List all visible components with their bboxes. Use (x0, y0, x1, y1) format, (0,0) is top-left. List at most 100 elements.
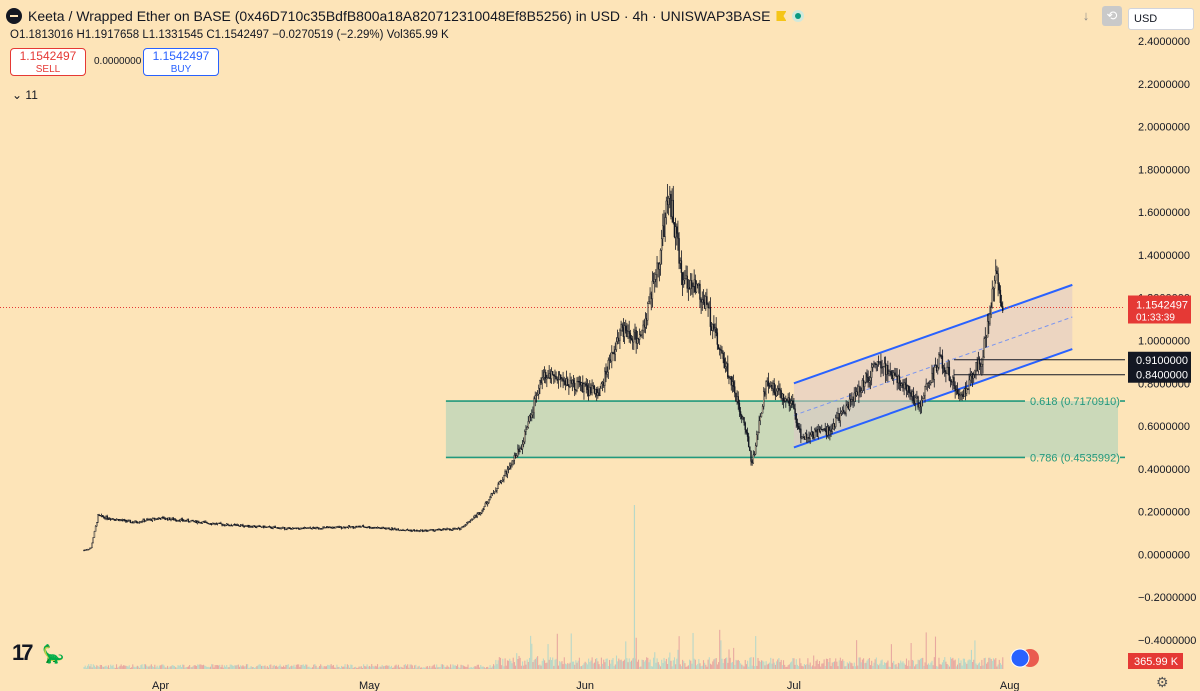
volume-bar (426, 666, 428, 669)
candle-body (447, 528, 449, 530)
buy-button[interactable]: 1.1542497 BUY (143, 48, 219, 76)
currency-select[interactable]: USD (1128, 8, 1194, 30)
volume-bar (912, 660, 914, 669)
volume-bar (534, 658, 536, 669)
token-logo-icon (6, 8, 22, 24)
candle-body (721, 350, 723, 354)
sell-button[interactable]: 1.1542497 SELL (10, 48, 86, 76)
tradingview-logo-icon[interactable]: 17 (12, 640, 34, 665)
candle-body (163, 517, 165, 520)
candle-body (539, 380, 541, 389)
candle-body (194, 520, 197, 522)
volume-bar (961, 665, 963, 669)
candle-body (836, 417, 838, 419)
candle-body (779, 389, 781, 391)
candle-body (151, 518, 154, 521)
volume-bar (254, 667, 256, 669)
candle-body (572, 379, 575, 384)
symbol-title[interactable]: Keeta / Wrapped Ether on BASE (0x46D710c… (28, 8, 771, 24)
candle-body (553, 374, 555, 377)
volume-bar (634, 658, 636, 669)
candle-body (202, 521, 205, 523)
candle-body (930, 382, 932, 384)
volume-bar (147, 666, 149, 669)
candle-body (128, 520, 130, 522)
volume-bar (764, 665, 766, 669)
volume-bar (807, 658, 809, 669)
volume-bar (482, 666, 484, 669)
candle-body (156, 518, 158, 520)
volume-bar (207, 666, 209, 669)
volume-bar (918, 660, 920, 669)
candle-body (312, 527, 315, 529)
scroll-down-icon[interactable]: ↓ (1082, 8, 1090, 23)
candle-body (947, 366, 949, 369)
volume-bar (387, 665, 389, 669)
flag-icon[interactable] (776, 11, 787, 21)
candle-body (459, 527, 461, 530)
volume-bar (119, 665, 121, 669)
gear-icon[interactable]: ⚙ (1156, 674, 1169, 690)
volume-bar (738, 660, 740, 669)
volume-bar (774, 664, 776, 669)
candle-body (997, 273, 999, 285)
candle-body (714, 327, 716, 330)
volume-bar (403, 664, 405, 669)
volume-bar (208, 667, 210, 669)
indicators-toggle[interactable]: ⌄ 11 (12, 88, 38, 102)
candle-body (350, 526, 352, 528)
candle-body (915, 397, 917, 404)
volume-bar (596, 658, 598, 669)
candle-body (359, 526, 361, 528)
replay-icon[interactable]: ⟲ (1102, 6, 1122, 26)
volume-bar (606, 658, 608, 669)
volume-bar (860, 662, 862, 669)
volume-bar (952, 657, 954, 669)
candle-body (351, 526, 353, 528)
volume-bar (740, 663, 742, 669)
volume-bar (644, 660, 647, 669)
channel-upper-line (793, 283, 1073, 385)
volume-bar (135, 666, 137, 669)
volume-bar (823, 659, 825, 669)
candle-body (114, 519, 117, 521)
candle-body (886, 365, 888, 375)
candle-body (580, 382, 583, 386)
volume-bar (595, 658, 597, 669)
candle-body (271, 527, 273, 529)
candle-body (424, 529, 426, 531)
candle-body (570, 380, 572, 384)
candle-body (543, 372, 546, 378)
volume-bar (269, 664, 271, 669)
candle-body (833, 423, 836, 427)
volume-bar (161, 664, 163, 669)
volume-bar (995, 658, 997, 669)
volume-bar (637, 659, 640, 669)
candle-body (615, 341, 618, 350)
volume-bar (176, 667, 178, 669)
volume-bar (121, 666, 123, 669)
volume-bar (484, 667, 486, 669)
candle-body (438, 528, 440, 531)
y-tick-label: 0.0000000 (1138, 549, 1190, 561)
volume-bar (167, 665, 169, 669)
candle-body (589, 386, 591, 396)
candle-body (91, 542, 93, 548)
candle-body (408, 529, 410, 532)
candle-body (785, 398, 787, 402)
candle-body (705, 296, 707, 309)
volume-bar (494, 665, 496, 669)
volume-bar (393, 667, 395, 669)
candle-body (140, 521, 142, 523)
volume-bar (318, 666, 321, 669)
volume-bar (422, 667, 424, 669)
volume-bar (156, 665, 158, 669)
volume-bar (660, 666, 662, 669)
volume-bar (184, 667, 186, 669)
volume-bar (523, 665, 525, 669)
sell-label: SELL (35, 64, 61, 75)
candle-body (141, 521, 143, 523)
candle-body (346, 526, 349, 528)
volume-bar (332, 665, 334, 669)
